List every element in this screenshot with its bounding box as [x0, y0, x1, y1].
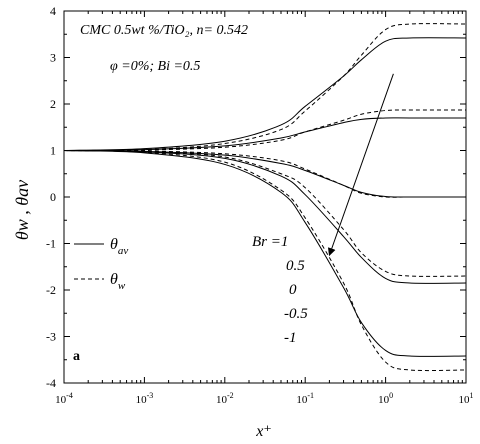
plot-frame	[63, 10, 467, 384]
theta-av-curve	[63, 150, 467, 198]
annotation-line2: φ =0%; Bi =0.5	[110, 59, 200, 74]
theta-w-curve	[63, 23, 467, 151]
y-tick-label: -3	[46, 330, 56, 344]
legend-label-w: θw	[110, 271, 126, 292]
theta-w-curve	[63, 150, 467, 372]
x-tick-label: 10-1	[296, 391, 314, 406]
annotation-line1: CMC 0.5wt %/TiO₂, n= 0.542	[80, 23, 248, 38]
x-tick-label: 100	[378, 391, 393, 406]
y-tick-label: -2	[46, 283, 56, 297]
theta-av-curve	[63, 37, 467, 151]
tick-labels: -4 -3 -2 -1 0 1 2 3 4 10-4 10-3 10-2 10-1 100 101	[46, 4, 474, 406]
series-group	[63, 23, 467, 372]
x-axis-label: x⁺	[255, 423, 272, 440]
x-tick-label: 10-4	[55, 391, 73, 406]
br-label-minus-0-5: -0.5	[284, 306, 308, 322]
br-label-0: 0	[289, 282, 297, 298]
theta-av-curve	[63, 150, 467, 357]
y-tick-label: 2	[50, 97, 56, 111]
y-tick-label: -4	[46, 376, 56, 390]
theta-av-curve	[63, 150, 467, 284]
x-tick-label: 10-3	[136, 391, 154, 406]
legend: θav θw	[74, 236, 128, 292]
panel-label: a	[73, 349, 80, 364]
x-tick-label: 10-2	[216, 391, 234, 406]
y-tick-label: -1	[46, 237, 56, 251]
y-tick-label: 3	[50, 51, 56, 65]
theta-w-curve	[63, 109, 467, 151]
br-label-minus-1: -1	[284, 330, 297, 346]
legend-label-av: θav	[110, 236, 128, 257]
theta-w-curve	[63, 150, 467, 277]
y-axis-label: θw , θav	[12, 180, 32, 240]
br-arrow	[327, 73, 394, 257]
x-tick-label: 101	[459, 391, 474, 406]
br-label-0-5: 0.5	[286, 258, 305, 274]
theta-av-curve	[63, 117, 466, 151]
y-tick-label: 1	[50, 144, 56, 158]
y-tick-label: 0	[50, 190, 56, 204]
br-title: Br =1	[252, 234, 288, 250]
y-tick-label: 4	[50, 4, 56, 18]
theta-w-curve	[63, 150, 466, 198]
